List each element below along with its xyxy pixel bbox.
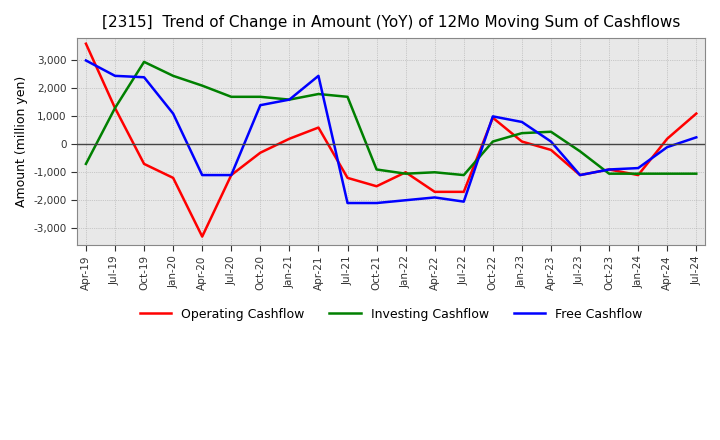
Operating Cashflow bbox=[518, 139, 526, 144]
Legend: Operating Cashflow, Investing Cashflow, Free Cashflow: Operating Cashflow, Investing Cashflow, … bbox=[135, 303, 647, 326]
Investing Cashflow bbox=[546, 129, 555, 134]
Line: Investing Cashflow: Investing Cashflow bbox=[86, 62, 696, 175]
Free Cashflow bbox=[198, 172, 207, 178]
Operating Cashflow bbox=[343, 175, 352, 180]
Operating Cashflow bbox=[81, 41, 90, 46]
Operating Cashflow bbox=[576, 172, 585, 178]
Operating Cashflow bbox=[227, 172, 235, 178]
Free Cashflow bbox=[518, 119, 526, 125]
Operating Cashflow bbox=[401, 170, 410, 175]
Operating Cashflow bbox=[140, 161, 148, 166]
Investing Cashflow bbox=[140, 59, 148, 65]
Line: Operating Cashflow: Operating Cashflow bbox=[86, 44, 696, 237]
Operating Cashflow bbox=[459, 189, 468, 194]
Free Cashflow bbox=[576, 172, 585, 178]
Free Cashflow bbox=[605, 167, 613, 172]
Investing Cashflow bbox=[605, 171, 613, 176]
Operating Cashflow bbox=[198, 234, 207, 239]
Free Cashflow bbox=[285, 97, 294, 102]
Free Cashflow bbox=[634, 165, 642, 171]
Operating Cashflow bbox=[314, 125, 323, 130]
Y-axis label: Amount (million yen): Amount (million yen) bbox=[15, 76, 28, 207]
Operating Cashflow bbox=[605, 167, 613, 172]
Operating Cashflow bbox=[488, 115, 497, 121]
Investing Cashflow bbox=[692, 171, 701, 176]
Investing Cashflow bbox=[285, 97, 294, 102]
Operating Cashflow bbox=[634, 172, 642, 178]
Title: [2315]  Trend of Change in Amount (YoY) of 12Mo Moving Sum of Cashflows: [2315] Trend of Change in Amount (YoY) o… bbox=[102, 15, 680, 30]
Investing Cashflow bbox=[198, 83, 207, 88]
Investing Cashflow bbox=[227, 94, 235, 99]
Free Cashflow bbox=[168, 111, 177, 116]
Investing Cashflow bbox=[431, 170, 439, 175]
Free Cashflow bbox=[663, 144, 672, 150]
Free Cashflow bbox=[488, 114, 497, 119]
Investing Cashflow bbox=[459, 172, 468, 178]
Free Cashflow bbox=[314, 73, 323, 78]
Free Cashflow bbox=[111, 73, 120, 78]
Free Cashflow bbox=[227, 172, 235, 178]
Operating Cashflow bbox=[692, 111, 701, 116]
Free Cashflow bbox=[459, 199, 468, 204]
Operating Cashflow bbox=[256, 150, 265, 155]
Investing Cashflow bbox=[401, 171, 410, 176]
Free Cashflow bbox=[431, 195, 439, 200]
Line: Free Cashflow: Free Cashflow bbox=[86, 60, 696, 203]
Operating Cashflow bbox=[111, 105, 120, 110]
Free Cashflow bbox=[401, 198, 410, 203]
Operating Cashflow bbox=[372, 183, 381, 189]
Free Cashflow bbox=[256, 103, 265, 108]
Free Cashflow bbox=[372, 200, 381, 205]
Free Cashflow bbox=[692, 135, 701, 140]
Investing Cashflow bbox=[314, 92, 323, 97]
Investing Cashflow bbox=[256, 94, 265, 99]
Operating Cashflow bbox=[168, 175, 177, 180]
Free Cashflow bbox=[81, 58, 90, 63]
Investing Cashflow bbox=[634, 171, 642, 176]
Free Cashflow bbox=[343, 200, 352, 205]
Investing Cashflow bbox=[81, 161, 90, 166]
Investing Cashflow bbox=[343, 94, 352, 99]
Operating Cashflow bbox=[546, 147, 555, 153]
Investing Cashflow bbox=[168, 73, 177, 78]
Investing Cashflow bbox=[663, 171, 672, 176]
Investing Cashflow bbox=[111, 105, 120, 110]
Investing Cashflow bbox=[518, 131, 526, 136]
Investing Cashflow bbox=[488, 139, 497, 144]
Operating Cashflow bbox=[431, 189, 439, 194]
Operating Cashflow bbox=[663, 136, 672, 141]
Investing Cashflow bbox=[576, 149, 585, 154]
Free Cashflow bbox=[140, 75, 148, 80]
Investing Cashflow bbox=[372, 167, 381, 172]
Operating Cashflow bbox=[285, 136, 294, 141]
Free Cashflow bbox=[546, 139, 555, 144]
